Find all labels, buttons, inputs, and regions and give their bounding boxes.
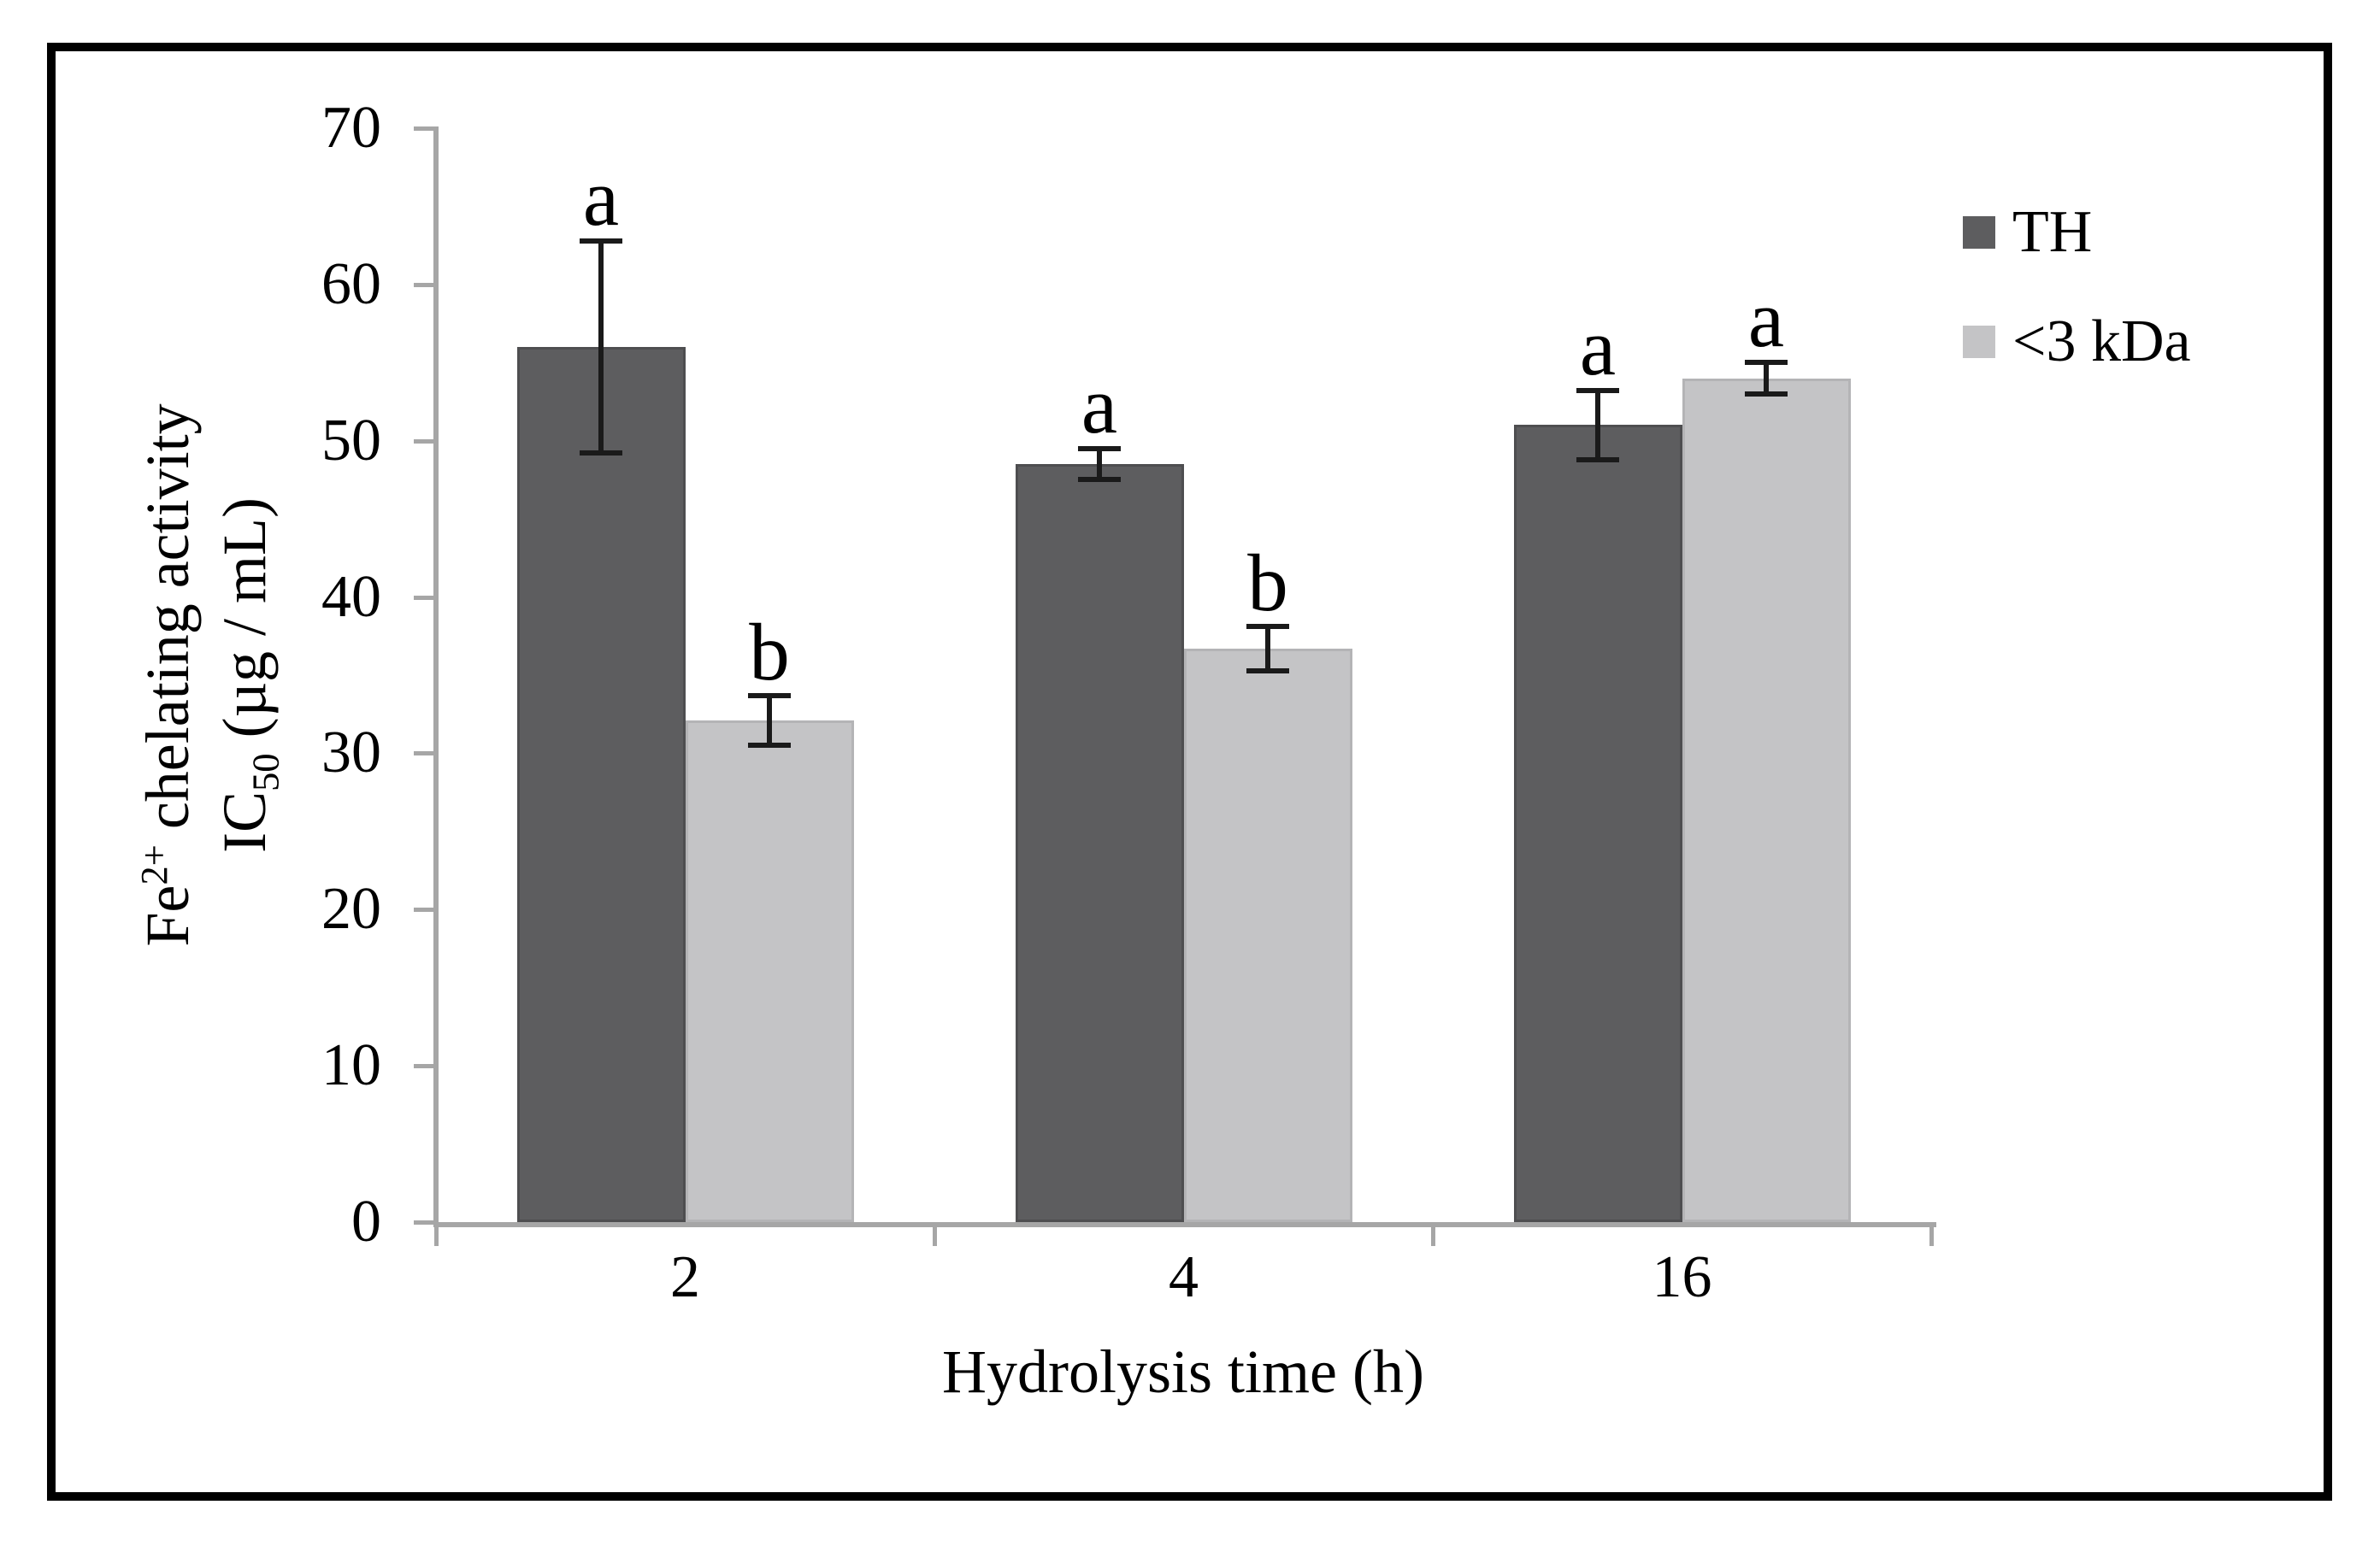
error-bar-cap-top xyxy=(1745,360,1788,366)
legend-item-th: TH xyxy=(1963,199,2191,265)
y-tick-mark xyxy=(414,595,436,600)
y-tick-label: 40 xyxy=(321,563,381,630)
subscript-50: 50 xyxy=(244,753,287,792)
x-category-label: 16 xyxy=(1652,1244,1712,1310)
y-tick-mark xyxy=(414,1220,436,1225)
error-bar-cap-top xyxy=(1078,445,1121,451)
y-tick-label: 20 xyxy=(321,876,381,943)
error-bar-cap-top xyxy=(1576,388,1619,394)
error-bar-cap-top xyxy=(748,692,791,698)
error-bar-cap-bottom xyxy=(1078,477,1121,483)
y-axis-title: Fe2+ chelating activity IC50 (µg / mL) xyxy=(115,128,286,1222)
y-axis-line xyxy=(433,126,439,1227)
significance-letter: a xyxy=(1747,273,1785,365)
x-tick-mark xyxy=(1929,1222,1934,1246)
y-axis-title-line1: Fe2+ chelating activity xyxy=(133,403,202,947)
legend-swatch-lt3kda xyxy=(1963,326,1995,358)
y-tick-label: 70 xyxy=(321,95,381,161)
error-bar-line xyxy=(767,695,772,746)
error-bar-line xyxy=(1265,626,1270,671)
bar-3kda-4 xyxy=(1183,648,1352,1222)
x-category-label: 4 xyxy=(1169,1244,1199,1310)
legend-item-lt3kda: <3 kDa xyxy=(1963,309,2191,374)
y-tick-label: 50 xyxy=(321,407,381,473)
error-bar-line xyxy=(1764,362,1769,394)
x-axis-line xyxy=(433,1222,1936,1227)
legend-label-th: TH xyxy=(2012,199,2093,265)
legend: TH <3 kDa xyxy=(1963,199,2191,429)
x-axis-title: Hydrolysis time (h) xyxy=(942,1337,1424,1406)
y-tick-label: 60 xyxy=(321,250,381,317)
error-bar-cap-bottom xyxy=(580,450,622,456)
error-bar-line xyxy=(1097,448,1102,480)
y-tick-mark xyxy=(414,908,436,913)
error-bar-cap-bottom xyxy=(748,743,791,749)
significance-letter: a xyxy=(582,151,620,243)
bar-th-16 xyxy=(1513,425,1682,1222)
y-tick-mark xyxy=(414,1064,436,1069)
x-tick-mark xyxy=(1431,1222,1435,1246)
x-category-label: 2 xyxy=(670,1244,700,1310)
x-tick-mark xyxy=(933,1222,937,1246)
y-tick-mark xyxy=(414,126,436,131)
significance-letter: a xyxy=(1579,302,1617,393)
y-tick-label: 10 xyxy=(321,1032,381,1099)
error-bar-line xyxy=(1595,391,1600,460)
legend-swatch-th xyxy=(1963,216,1995,249)
error-bar-cap-bottom xyxy=(1246,667,1289,673)
error-bar-cap-top xyxy=(580,238,622,244)
y-tick-mark xyxy=(414,438,436,444)
bar-3kda-16 xyxy=(1682,378,1851,1222)
y-tick-label: 30 xyxy=(321,720,381,786)
y-axis-title-line2: IC50 (µg / mL) xyxy=(210,497,287,854)
x-tick-mark xyxy=(434,1222,439,1246)
bar-th-4 xyxy=(1015,464,1184,1222)
y-tick-label: 0 xyxy=(351,1189,381,1255)
y-tick-mark xyxy=(414,282,436,287)
significance-letter: a xyxy=(1081,359,1118,450)
y-tick-mark xyxy=(414,751,436,756)
bar-th-2 xyxy=(516,347,686,1222)
superscript-2plus: 2+ xyxy=(133,844,175,885)
error-bar-line xyxy=(598,240,604,454)
significance-letter: b xyxy=(749,606,790,697)
legend-label-lt3kda: <3 kDa xyxy=(2012,309,2191,374)
bar-3kda-2 xyxy=(685,720,854,1222)
significance-letter: b xyxy=(1247,538,1288,629)
error-bar-cap-bottom xyxy=(1576,456,1619,462)
error-bar-cap-top xyxy=(1246,624,1289,630)
error-bar-cap-bottom xyxy=(1745,391,1788,397)
